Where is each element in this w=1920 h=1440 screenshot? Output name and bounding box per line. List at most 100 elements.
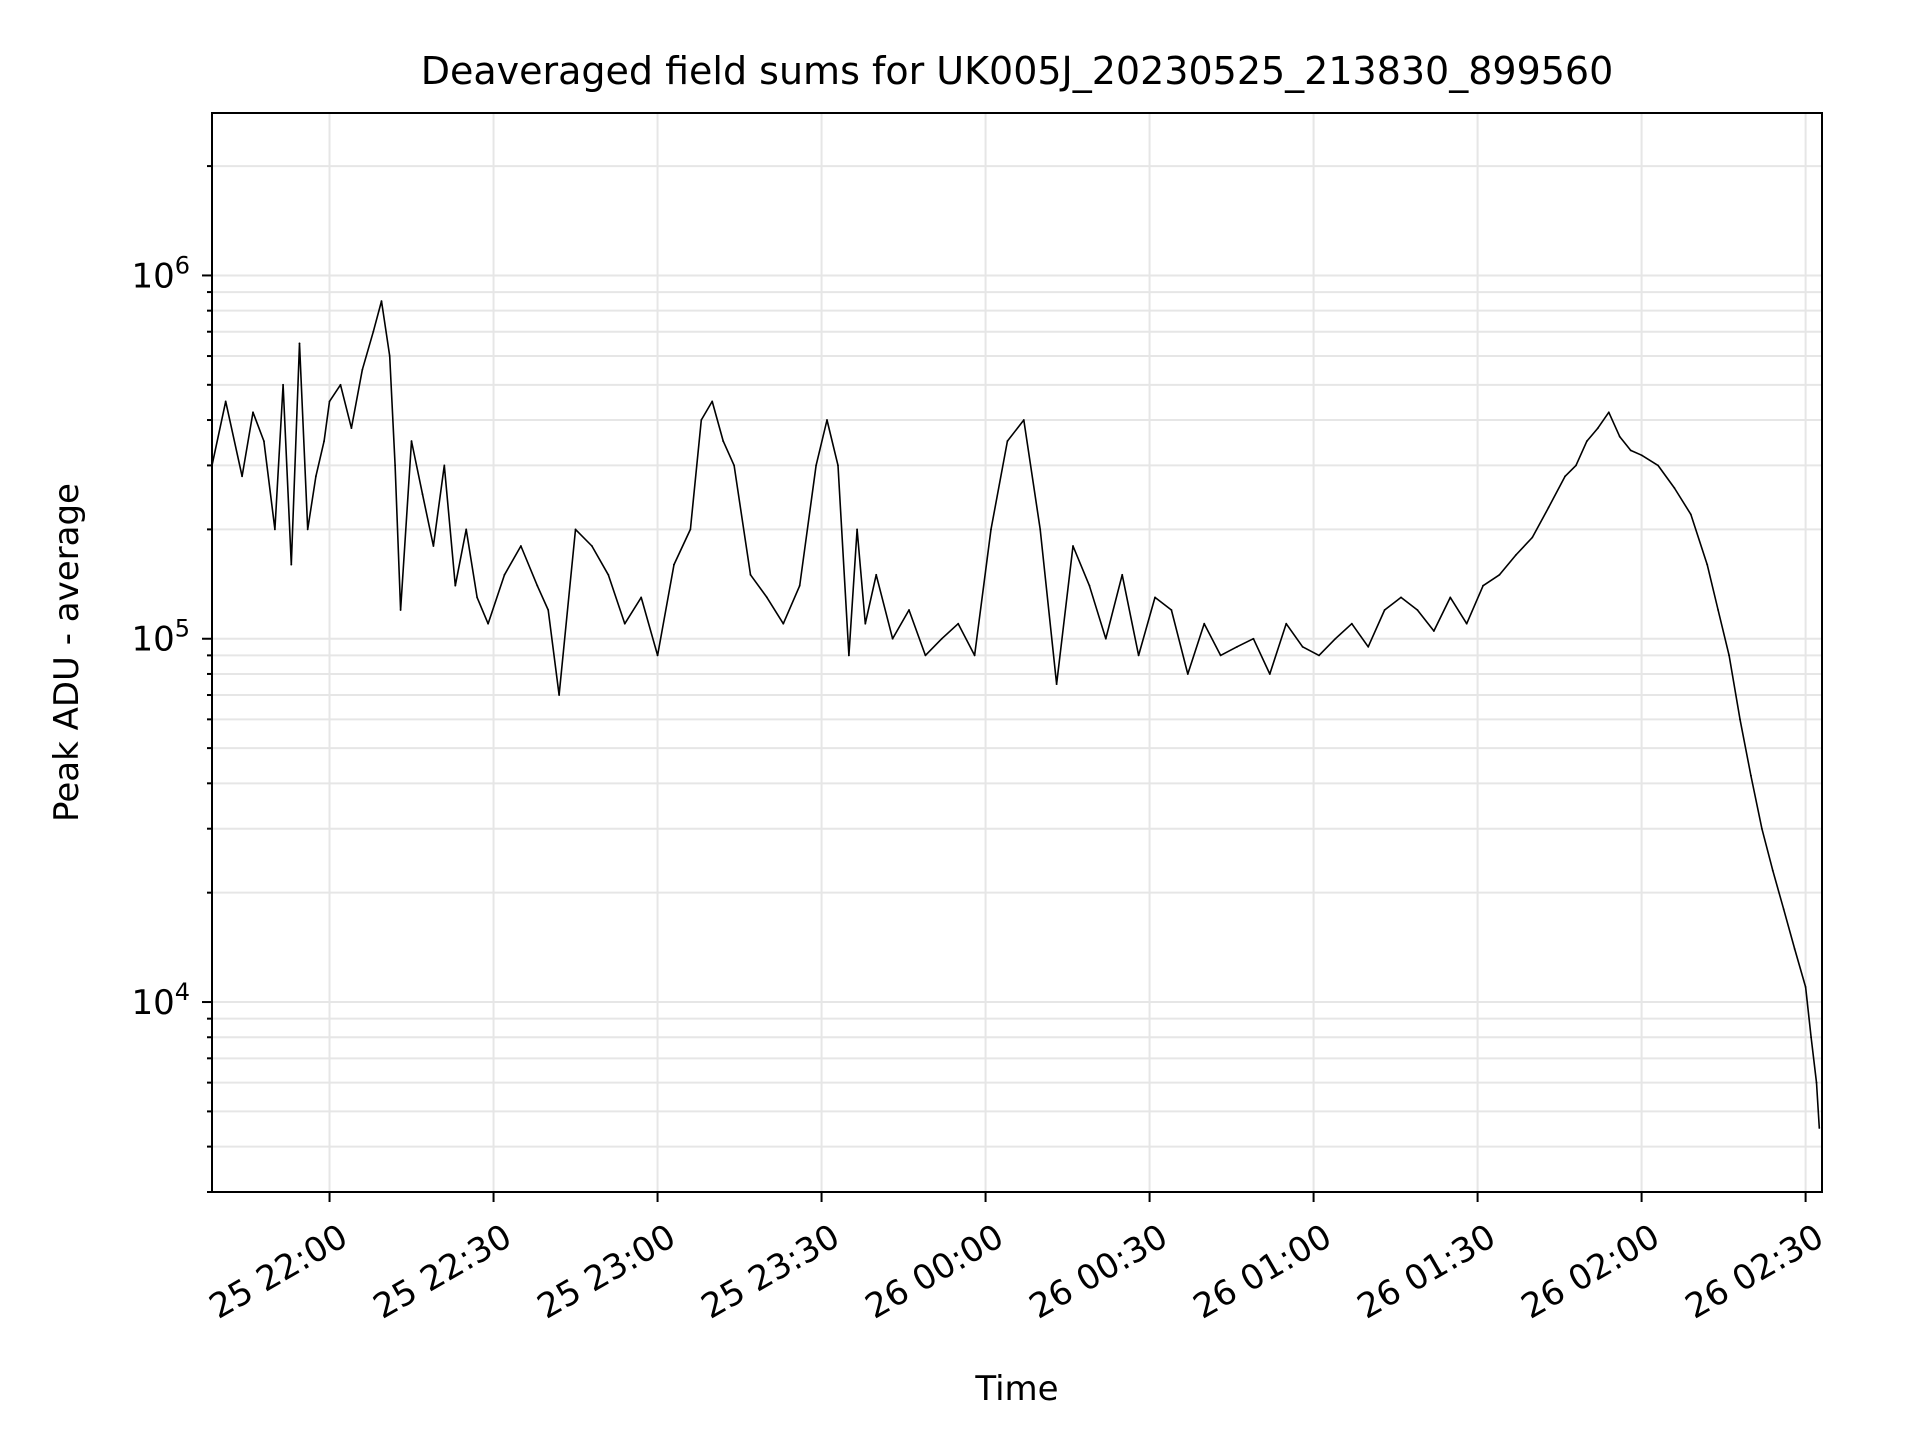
x-axis-label: Time: [974, 1369, 1058, 1409]
data-point: [421, 493, 424, 496]
data-point: [273, 528, 276, 531]
data-point: [1006, 440, 1009, 442]
data-point: [1203, 622, 1206, 625]
data-point: [547, 609, 550, 611]
data-point: [1673, 487, 1676, 489]
data-point: [1285, 622, 1288, 625]
data-point: [924, 654, 927, 657]
data-point: [837, 464, 839, 467]
data-point: [1088, 584, 1091, 587]
y-tick-base: 10: [131, 983, 174, 1023]
data-point: [306, 528, 309, 531]
data-point: [1154, 596, 1156, 599]
data-point: [591, 545, 593, 547]
data-point: [1055, 683, 1058, 686]
data-point: [864, 622, 867, 625]
data-point: [973, 654, 976, 657]
data-point: [1318, 654, 1320, 657]
data-point: [1818, 1127, 1821, 1129]
data-point: [558, 694, 561, 696]
data-point: [1815, 1081, 1818, 1084]
data-point: [782, 622, 785, 625]
data-point: [623, 622, 626, 625]
data-point: [465, 528, 468, 531]
data-point: [1416, 609, 1419, 611]
data-point: [314, 475, 317, 478]
data-point: [361, 368, 364, 371]
y-tick-label: 105: [131, 615, 190, 660]
data-point: [1219, 654, 1222, 657]
data-point: [1771, 869, 1774, 872]
data-point: [476, 596, 479, 599]
data-point: [410, 440, 413, 442]
data-point: [656, 654, 659, 657]
data-point: [1657, 464, 1659, 467]
data-point: [1449, 596, 1452, 599]
y-tick-label: 106: [131, 251, 190, 296]
data-point: [1739, 718, 1741, 721]
data-point: [328, 400, 331, 403]
data-point: [1400, 596, 1402, 599]
data-point: [252, 411, 254, 414]
data-point: [1186, 673, 1189, 675]
data-point: [1432, 630, 1435, 632]
data-point: [1728, 654, 1730, 657]
data-point: [1334, 637, 1337, 640]
data-point: [815, 464, 817, 467]
data-point: [224, 400, 227, 403]
data-point: [1596, 427, 1599, 430]
data-point: [1706, 563, 1709, 566]
data-point: [372, 330, 375, 333]
data-point: [1465, 622, 1468, 625]
data-point: [388, 355, 391, 357]
data-point: [1618, 435, 1621, 438]
data-point: [957, 622, 960, 625]
data-point: [826, 419, 828, 421]
data-point: [1717, 609, 1720, 611]
data-point: [290, 563, 293, 566]
data-point: [443, 464, 446, 467]
data-point: [1482, 584, 1484, 587]
data-point: [298, 342, 301, 345]
data-point: [1760, 827, 1763, 830]
data-point: [875, 573, 878, 576]
data-point: [733, 464, 735, 467]
data-point: [640, 596, 643, 599]
data-point: [394, 464, 397, 467]
data-point: [1350, 622, 1353, 625]
plot-frame: [211, 112, 1823, 1193]
data-point: [1804, 986, 1807, 988]
series-layer: [211, 300, 1821, 1129]
data-point: [607, 573, 610, 576]
data-point: [711, 400, 714, 403]
data-point: [1810, 1036, 1812, 1039]
data-point: [1121, 573, 1124, 576]
data-point: [350, 427, 353, 430]
data-point: [856, 528, 858, 531]
data-point: [1514, 554, 1517, 556]
data-point: [1531, 536, 1534, 539]
data-point: [1586, 440, 1588, 442]
y-tick-label: 104: [131, 978, 190, 1023]
data-point: [940, 637, 943, 640]
y-tick-exponent: 5: [175, 615, 190, 643]
data-point: [241, 475, 243, 478]
data-point: [1689, 513, 1692, 516]
data-point: [1629, 449, 1632, 452]
data-point: [1575, 464, 1577, 467]
y-tick-exponent: 4: [175, 978, 190, 1006]
data-point: [503, 573, 506, 576]
y-tick-base: 10: [131, 620, 174, 660]
data-point: [689, 528, 692, 531]
y-axis-label: Peak ADU - average: [47, 483, 87, 822]
data-point: [847, 654, 850, 657]
data-point: [1607, 411, 1610, 414]
data-point: [891, 637, 894, 640]
data-point: [282, 383, 284, 386]
data-point: [454, 584, 457, 587]
chart-title: Deaveraged field sums for UK005J_2023052…: [421, 49, 1614, 93]
data-point: [1498, 573, 1501, 576]
series-line: [211, 300, 1821, 1129]
data-point: [487, 622, 489, 625]
